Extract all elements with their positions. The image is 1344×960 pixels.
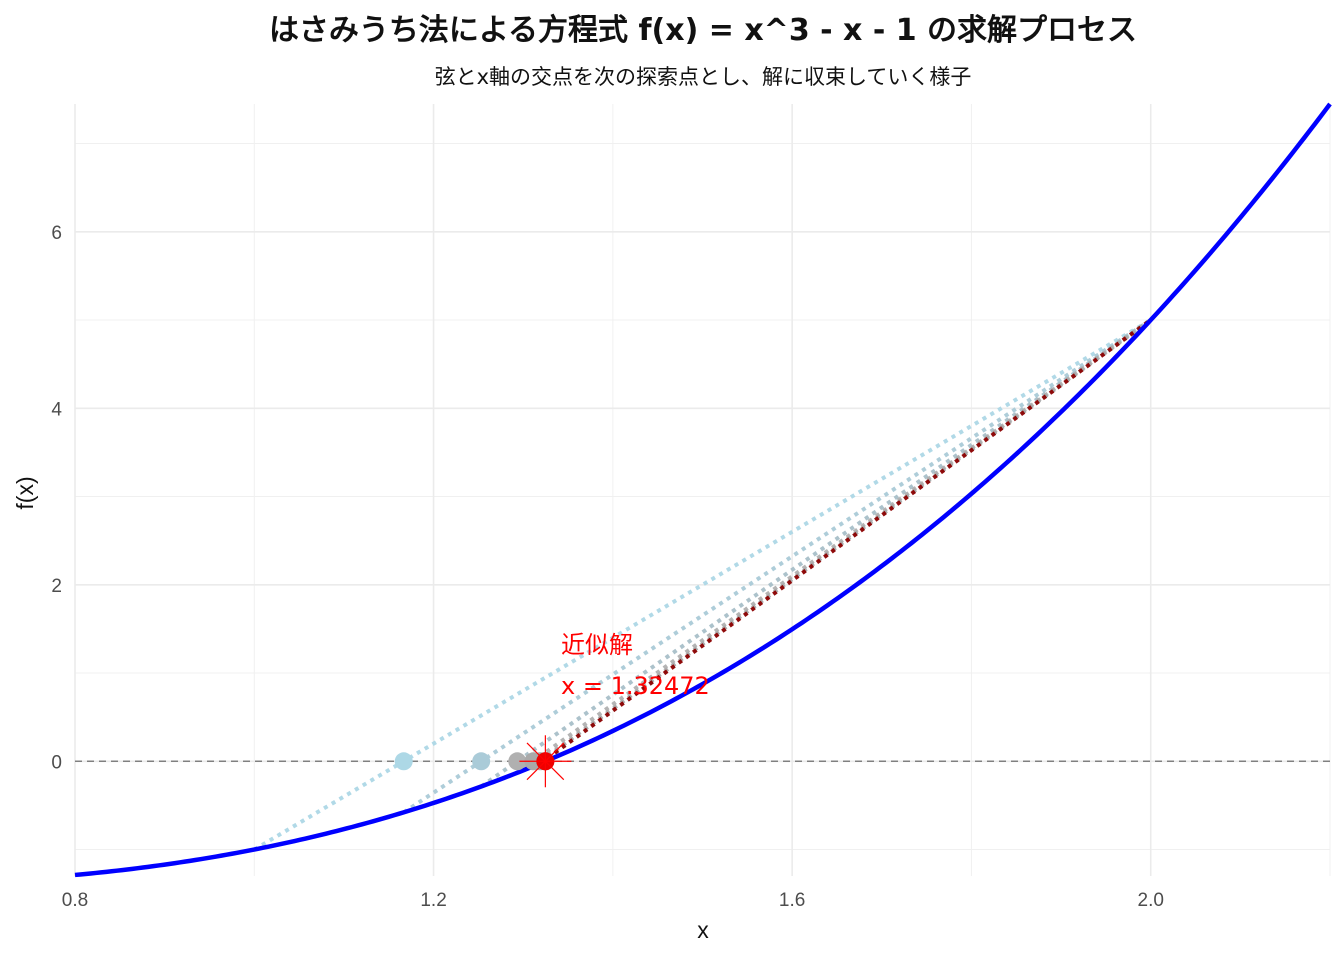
root-star-ray xyxy=(544,760,565,781)
chart-title: はさみうち法による方程式 f(x) = x^3 - x - 1 の求解プロセス xyxy=(269,13,1137,48)
root-star-ray xyxy=(526,742,546,762)
y-tick-label: 2 xyxy=(51,576,62,597)
annotation-value: x = 1.32472 xyxy=(561,672,710,700)
root-marker xyxy=(519,735,572,788)
secant-line xyxy=(402,318,1152,815)
x-tick-label: 0.8 xyxy=(62,890,88,911)
root-star-ray xyxy=(526,760,546,781)
iteration-point xyxy=(472,752,491,771)
function-curve xyxy=(74,102,1332,878)
axis-ticks: 0.8 1.2 1.6 2.0 0 2 4 6 xyxy=(51,223,1164,911)
y-tick-label: 4 xyxy=(51,399,62,420)
iteration-point xyxy=(394,752,413,771)
root-star-ray xyxy=(544,742,565,762)
y-tick-label: 6 xyxy=(51,223,62,244)
grid xyxy=(74,104,1331,876)
y-tick-label: 0 xyxy=(51,752,62,773)
chart-subtitle: 弦とx軸の交点を次の探索点とし、解に収束していく様子 xyxy=(435,65,972,89)
x-tick-label: 2.0 xyxy=(1138,890,1164,911)
x-tick-label: 1.6 xyxy=(779,890,805,911)
secant-line xyxy=(516,318,1152,775)
curve-path xyxy=(74,102,1332,878)
annotation-label: 近似解 xyxy=(561,631,633,659)
iteration-point xyxy=(508,752,527,771)
x-axis-title: x xyxy=(697,917,709,943)
y-axis-title: f(x) xyxy=(12,476,38,509)
x-tick-label: 1.2 xyxy=(420,890,446,911)
secant-line xyxy=(480,318,1152,789)
